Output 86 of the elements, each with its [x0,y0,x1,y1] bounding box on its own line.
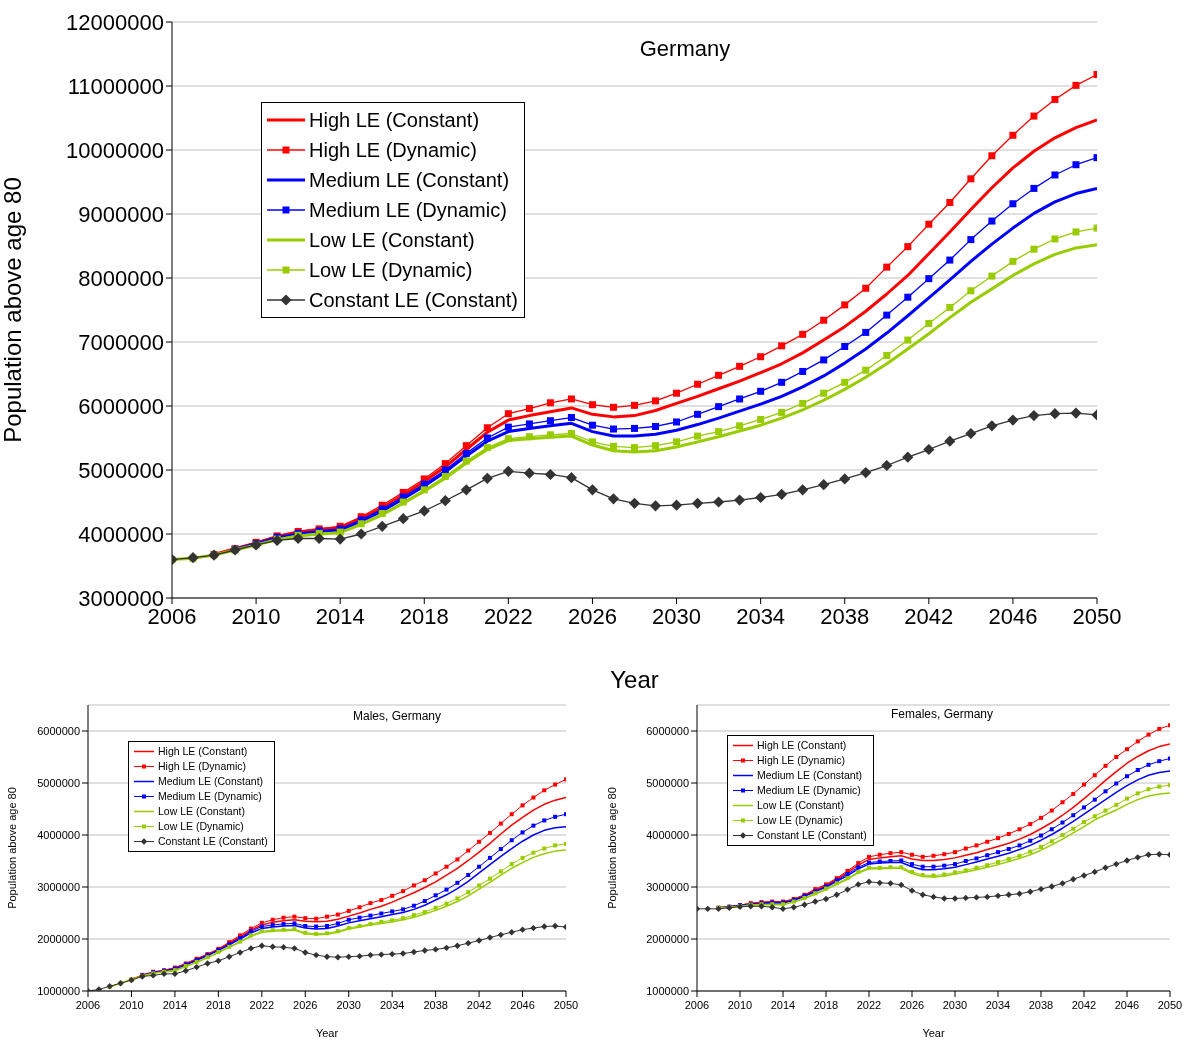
x-tick-label: 2038 [820,603,870,629]
legend-label: Medium LE (Constant) [757,768,863,783]
x-axis-title: Year [315,1027,339,1039]
y-tick-label: 1000000 [37,984,80,997]
x-tick-label: 2046 [1114,998,1140,1011]
x-tick-label: 2030 [652,603,702,629]
x-tick-label: 2042 [1071,998,1097,1011]
x-tick-label: 2010 [727,998,753,1011]
x-tick-label: 2026 [293,998,318,1011]
x-tick-label: 2018 [813,998,839,1011]
legend-label: Medium LE (Dynamic) [309,198,507,223]
legend-label: High LE (Dynamic) [757,753,846,768]
y-tick-label: 5000000 [646,776,689,789]
x-tick-label: 2034 [379,998,405,1011]
y-axis-title: Population above age 80 [0,177,26,443]
legend-label: Constant LE (Constant) [158,834,268,849]
legend-label: Constant LE (Constant) [309,288,518,313]
legend-label: Medium LE (Dynamic) [757,783,861,798]
legend-label: High LE (Constant) [309,108,480,133]
chart-title: Males, Germany [352,709,442,723]
y-tick-label: 12000000 [66,9,164,35]
x-tick-label: 2050 [553,998,579,1011]
x-tick-label: 2046 [510,998,535,1011]
legend-label: Constant LE (Constant) [757,828,867,843]
y-tick-label: 7000000 [78,329,164,355]
x-tick-label: 2030 [942,998,968,1011]
x-tick-label: 2010 [119,998,144,1011]
x-tick-label: 2018 [399,603,449,629]
y-axis-title: Population above age 80 [5,787,18,909]
legend-label: High LE (Dynamic) [309,138,477,163]
legend-label: Low LE (Dynamic) [757,813,843,828]
y-tick-label: 1000000 [646,984,689,997]
x-tick-label: 2026 [899,998,925,1011]
x-tick-label: 2022 [483,603,533,629]
y-tick-label: 8000000 [78,265,164,291]
legend-label: Medium LE (Dynamic) [158,789,262,804]
legend-label: Low LE (Constant) [158,804,245,819]
x-tick-label: 2038 [423,998,448,1011]
text: Germany [639,36,731,62]
x-tick-label: 2034 [736,603,786,629]
x-tick-label: 2042 [904,603,954,629]
legend-label: Low LE (Dynamic) [309,258,473,283]
x-tick-label: 2042 [466,998,492,1011]
y-tick-label: 3000000 [37,880,80,893]
x-tick-label: 2006 [75,998,101,1011]
x-tick-label: 2022 [249,998,275,1011]
x-tick-label: 2050 [1157,998,1183,1011]
x-tick-label: 2030 [336,998,361,1011]
legend-label: Medium LE (Constant) [158,774,264,789]
x-tick-label: 2050 [1072,603,1122,629]
legend-label: Low LE (Constant) [309,228,475,253]
x-tick-label: 2038 [1028,998,1054,1011]
x-tick-label: 2014 [162,998,188,1011]
x-axis-title: Year [610,666,659,693]
y-tick-label: 4000000 [37,828,80,841]
x-tick-label: 2006 [684,998,710,1011]
x-tick-label: 2014 [770,998,796,1011]
y-tick-label: 6000000 [78,393,164,419]
y-tick-label: 2000000 [37,932,80,945]
y-tick-label: 4000000 [646,828,689,841]
y-tick-label: 4000000 [78,521,164,547]
y-axis-title: Population above age 80 [605,787,618,909]
legend-label: High LE (Dynamic) [158,759,247,774]
y-tick-label: 2000000 [646,932,689,945]
y-tick-label: 6000000 [646,724,689,737]
y-tick-label: 3000000 [646,880,689,893]
x-tick-label: 2022 [856,998,882,1011]
x-tick-label: 2018 [206,998,231,1011]
y-tick-label: 6000000 [37,724,80,737]
y-tick-label: 5000000 [37,776,80,789]
legend-label: High LE (Constant) [757,738,847,753]
legend-label: Low LE (Dynamic) [158,819,244,834]
y-tick-label: 10000000 [66,137,164,163]
y-tick-label: 5000000 [78,457,164,483]
legend-label: Low LE (Constant) [757,798,844,813]
x-tick-label: 2014 [315,603,365,629]
legend-label: Medium LE (Constant) [309,168,510,193]
x-tick-label: 2010 [231,603,281,629]
x-axis-title: Year [922,1027,945,1039]
x-tick-label: 2034 [985,998,1011,1011]
x-tick-label: 2046 [988,603,1038,629]
legend-label: High LE (Constant) [158,744,248,759]
chart-title: Females, Germany [890,707,994,721]
x-tick-label: 2026 [567,603,617,629]
y-tick-label: 11000000 [67,73,164,99]
y-tick-label: 9000000 [78,201,164,227]
